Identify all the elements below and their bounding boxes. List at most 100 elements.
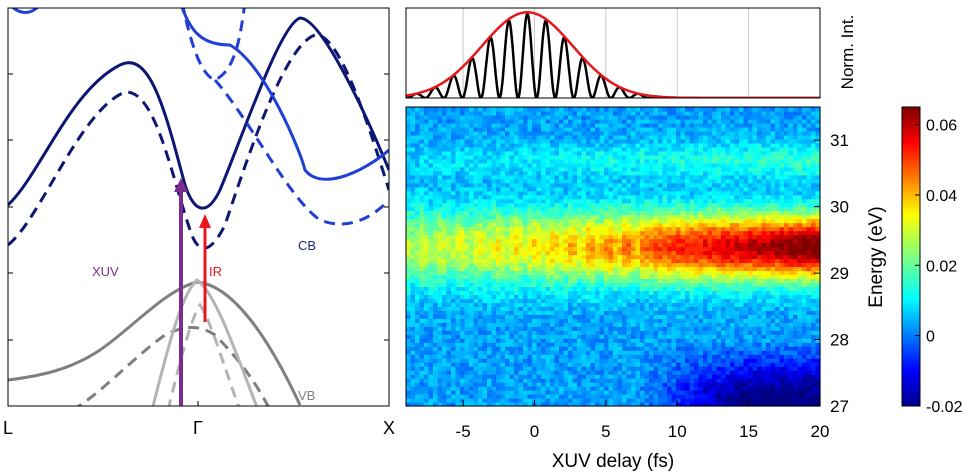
heatmap-cell [500, 350, 506, 355]
heatmap-cell [419, 382, 425, 387]
heatmap-cell [419, 390, 425, 395]
heatmap-cell [496, 390, 502, 395]
heatmap-cell [676, 270, 682, 276]
heatmap-cell [635, 302, 641, 307]
heatmap-cell [446, 206, 452, 212]
heatmap-cell [410, 390, 416, 395]
heatmap-cell [568, 282, 574, 287]
heatmap-cell [689, 390, 695, 395]
heatmap-cell [599, 302, 605, 307]
heatmap-cell [455, 382, 461, 387]
heatmap-cell [622, 154, 628, 160]
heatmap-cell [662, 186, 668, 192]
heatmap-cell [518, 134, 524, 140]
heatmap-cell [424, 310, 430, 315]
heatmap-cell [532, 362, 538, 367]
heatmap-cell [527, 306, 533, 311]
heatmap-cell [509, 218, 515, 224]
heatmap-cell [698, 122, 704, 128]
heatmap-cell [406, 246, 412, 252]
heatmap-cell [469, 262, 475, 268]
heatmap-cell [622, 194, 628, 200]
heatmap-cell [482, 318, 488, 323]
heatmap-cell [559, 254, 565, 260]
heatmap-cell [433, 354, 439, 359]
heatmap-cell [568, 310, 574, 315]
heatmap-cell [658, 154, 664, 160]
heatmap-cell [410, 170, 416, 176]
heatmap-cell [424, 314, 430, 319]
heatmap-cell [496, 258, 502, 264]
heatmap-cell [568, 258, 574, 264]
heatmap-cell [581, 122, 587, 128]
heatmap-cell [680, 178, 686, 184]
heatmap-cell [500, 118, 506, 124]
heatmap-cell [649, 146, 655, 152]
heatmap-cell [635, 334, 641, 339]
heatmap-cell [613, 190, 619, 196]
heatmap-cell [631, 362, 637, 367]
heatmap-cell [518, 194, 524, 200]
heatmap-cell [617, 262, 623, 268]
heatmap-cell [694, 130, 700, 136]
heatmap-cell [527, 346, 533, 351]
heatmap-cell [617, 370, 623, 375]
heatmap-cell [451, 122, 457, 128]
heatmap-cell [590, 302, 596, 307]
heatmap-cell [698, 150, 704, 156]
heatmap-cell [631, 254, 637, 260]
heatmap-cell [446, 386, 452, 391]
heatmap-cell [685, 342, 691, 347]
heatmap-cell [635, 190, 641, 196]
heatmap-cell [464, 370, 470, 375]
heatmap-cell [635, 210, 641, 216]
heatmap-cell [496, 150, 502, 156]
heatmap-cell [698, 278, 704, 284]
heatmap-cell [469, 130, 475, 136]
heatmap-cell [649, 226, 655, 232]
heatmap-cell [415, 322, 421, 327]
heatmap-cell [599, 154, 605, 160]
heatmap-cell [595, 162, 601, 168]
heatmap-cell [676, 374, 682, 379]
heatmap-cell [455, 354, 461, 359]
heatmap-cell [653, 274, 659, 280]
heatmap-cell [653, 182, 659, 188]
heatmap-cell [685, 354, 691, 359]
heatmap-cell [644, 294, 650, 299]
heatmap-cell [694, 334, 700, 339]
heatmap-cell [649, 366, 655, 371]
heatmap-cell [442, 374, 448, 379]
heatmap-cell [568, 274, 574, 280]
heatmap-cell [478, 154, 484, 160]
heatmap-cell [523, 254, 529, 260]
heatmap-cell [496, 278, 502, 284]
heatmap-cell [667, 230, 673, 236]
heatmap-cell [604, 342, 610, 347]
pulse-ylabel: Norm. Int. [838, 15, 857, 90]
heatmap-cell [586, 342, 592, 347]
heatmap-cell [545, 142, 551, 148]
heatmap-cell [644, 322, 650, 327]
heatmap-cell [563, 362, 569, 367]
heatmap-cell [563, 178, 569, 184]
heatmap-cell [586, 390, 592, 395]
heatmap-cell [496, 290, 502, 295]
heatmap-cell [635, 122, 641, 128]
heatmap-cell [505, 134, 511, 140]
heatmap-cell [464, 178, 470, 184]
heatmap-cell [460, 186, 466, 192]
heatmap-cell [635, 286, 641, 291]
heatmap-cell [617, 342, 623, 347]
heatmap-cell [505, 362, 511, 367]
heatmap-cell [554, 258, 560, 264]
heatmap-cell [671, 290, 677, 295]
heatmap-cell [608, 278, 614, 284]
heatmap-cell [428, 362, 434, 367]
heatmap-cell [523, 178, 529, 184]
heatmap-cell [527, 322, 533, 327]
heatmap-cell [446, 242, 452, 248]
heatmap-cell [415, 166, 421, 172]
heatmap-cell [595, 326, 601, 331]
heatmap-cell [541, 254, 547, 260]
